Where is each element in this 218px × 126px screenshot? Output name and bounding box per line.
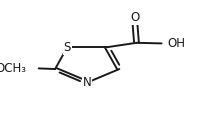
Text: N: N <box>83 76 92 89</box>
Text: O: O <box>130 11 139 24</box>
Text: OH: OH <box>167 37 185 50</box>
Text: OCH₃: OCH₃ <box>0 62 27 75</box>
Text: S: S <box>64 41 71 54</box>
